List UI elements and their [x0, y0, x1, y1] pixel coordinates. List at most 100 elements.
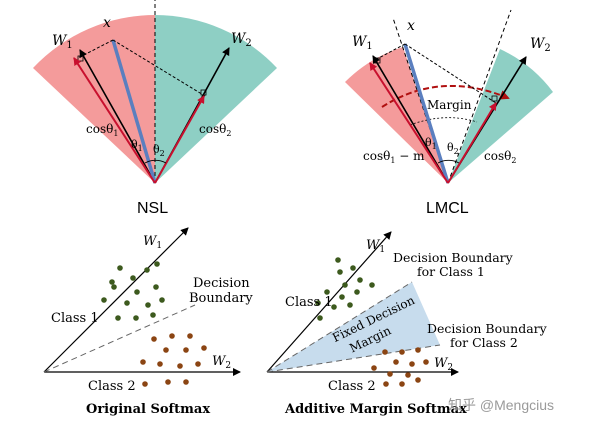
class2-point	[423, 359, 429, 365]
margin-label: Margin	[427, 98, 472, 112]
w1-label: W1	[352, 34, 373, 52]
class2-point	[405, 372, 411, 378]
class1-point	[357, 277, 363, 283]
class2-points	[140, 333, 207, 387]
class2-label: Class 2	[328, 379, 376, 394]
class1-point	[350, 265, 356, 271]
class1-point	[339, 294, 345, 300]
projection-w2	[112, 39, 206, 97]
class2-points	[371, 347, 429, 387]
class1-point	[124, 300, 130, 306]
db2-line2: for Class 2	[450, 335, 518, 350]
class2-point	[187, 333, 193, 339]
lmcl-title: LMCL	[426, 200, 469, 217]
class1-point	[111, 284, 117, 290]
class1-point	[369, 282, 375, 288]
original-softmax-caption: Original Softmax	[86, 402, 210, 417]
cos2-label: cosθ2	[484, 149, 516, 165]
class1-point	[133, 315, 139, 321]
cos1-arrow	[73, 57, 156, 184]
class1-point	[150, 312, 156, 318]
x-label: x	[103, 15, 111, 31]
boundary-class2	[266, 344, 441, 373]
class2-point	[183, 347, 189, 353]
cos1-label: cosθ1 − m	[363, 149, 425, 165]
theta2-label: θ2	[153, 143, 165, 158]
class1-points	[315, 257, 375, 321]
class2-point	[387, 371, 393, 377]
class1-sector	[345, 47, 448, 183]
class1-point	[117, 265, 123, 271]
cos2-label: cosθ2	[199, 122, 231, 138]
decision-boundary	[43, 304, 196, 373]
nsl-diagram: x W1 W2 cosθ1 cosθ2 θ1 θ2 NSL	[33, 0, 277, 217]
class2-point	[371, 365, 377, 371]
x-vector	[403, 43, 450, 184]
theta-arc	[437, 159, 460, 164]
class2-point	[415, 347, 421, 353]
class2-point	[165, 379, 171, 385]
class1-point	[154, 261, 160, 267]
db1-line1: Decision Boundary	[393, 250, 514, 265]
class1-label: Class 1	[285, 295, 333, 310]
cos1-arrow	[369, 62, 449, 184]
class2-point	[151, 336, 157, 342]
nsl-title: NSL	[137, 200, 168, 217]
class1-point	[145, 302, 151, 308]
w2-label: W2	[212, 354, 231, 371]
class1-point	[331, 304, 337, 310]
class2-point	[177, 363, 183, 369]
class2-sector	[448, 49, 553, 183]
projection-w2	[404, 43, 497, 104]
class2-point	[383, 381, 389, 387]
class1-point	[317, 315, 323, 321]
class2-point	[399, 381, 405, 387]
x-vector	[111, 39, 157, 184]
class1-label: Class 1	[51, 311, 99, 326]
class1-point	[354, 289, 360, 295]
class1-point	[101, 297, 107, 303]
class2-point	[393, 359, 399, 365]
theta2-label: θ2	[447, 141, 459, 156]
class1-point	[315, 300, 321, 306]
class1-point	[130, 275, 136, 281]
cos1-label: cosθ1	[86, 122, 118, 138]
class1-points	[101, 261, 165, 321]
class2-point	[195, 361, 201, 367]
class2-point	[409, 361, 415, 367]
additive-margin-softmax-diagram: W1 W2 Class 1 Class 2 Decision Boundary …	[266, 231, 548, 417]
theta1-label: θ1	[131, 138, 143, 153]
class1-sector	[33, 15, 155, 183]
w1-label: W1	[366, 238, 385, 255]
watermark: 知乎 @Mengcius	[448, 397, 554, 413]
class1-point	[342, 282, 348, 288]
w1-axis	[266, 231, 392, 373]
class2-label: Class 2	[88, 379, 136, 394]
class1-point	[153, 284, 159, 290]
class2-point	[157, 361, 163, 367]
class2-sector	[155, 15, 277, 183]
projection-w1	[374, 43, 406, 61]
class1-point	[115, 315, 121, 321]
right-angle-marker-2	[200, 89, 207, 96]
theta1-label: θ1	[425, 136, 437, 151]
fixed-margin-region	[267, 282, 440, 372]
decision-label-line1: Decision	[193, 276, 250, 291]
cos2-arrow	[154, 95, 205, 184]
right-angle-marker-2	[491, 95, 498, 102]
w1-vector	[79, 49, 156, 184]
w1-vector	[372, 55, 449, 184]
class2-point	[415, 377, 421, 383]
class1-point	[144, 267, 150, 273]
decision-label-line2: Boundary	[189, 291, 253, 306]
class2-point	[169, 333, 175, 339]
cos2-arrow	[447, 102, 497, 184]
class1-point	[159, 297, 165, 303]
boundary-class1	[266, 281, 413, 373]
w1-label: W1	[143, 234, 162, 251]
class2-point	[183, 379, 189, 385]
class1-point	[337, 269, 343, 275]
db1-line2: for Class 1	[417, 264, 485, 279]
class1-point	[134, 289, 140, 295]
